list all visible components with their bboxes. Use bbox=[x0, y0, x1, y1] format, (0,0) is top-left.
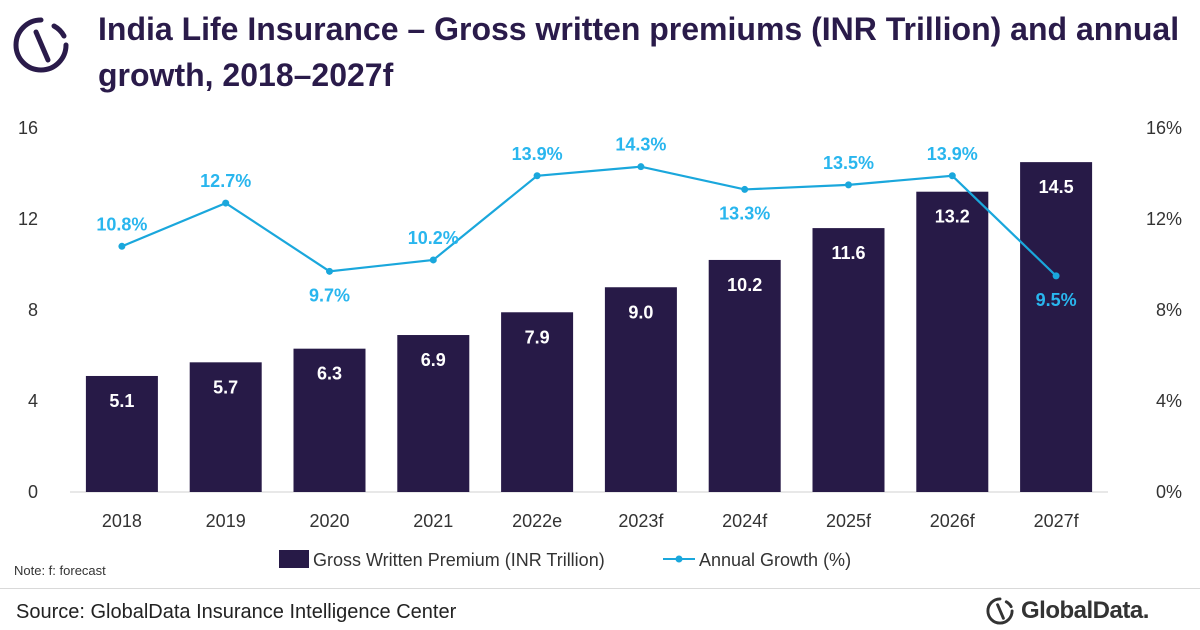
growth-point bbox=[533, 172, 541, 180]
bar-series: 5.1 5.7 6.3 6.9 7.9 9.0 10.2 11.6 13.2 14.5 bbox=[85, 162, 1093, 492]
globaldata-brand-icon bbox=[986, 597, 1014, 625]
bar bbox=[604, 287, 677, 492]
chart-title: India Life Insurance – Gross written pre… bbox=[98, 11, 1180, 93]
bar-value-label: 6.9 bbox=[421, 350, 446, 370]
x-tick-label: 2024f bbox=[722, 511, 768, 531]
growth-value-label: 9.5% bbox=[1036, 290, 1077, 310]
globaldata-logo-icon bbox=[13, 17, 69, 73]
bar-value-label: 5.7 bbox=[213, 377, 238, 397]
growth-point bbox=[326, 267, 333, 275]
x-tick-label: 2019 bbox=[206, 511, 246, 531]
x-tick-label: 2022e bbox=[512, 511, 562, 531]
bar bbox=[916, 191, 989, 492]
bar bbox=[812, 228, 885, 492]
bar-value-label: 13.2 bbox=[935, 207, 970, 227]
growth-value-label: 9.7% bbox=[309, 285, 350, 305]
bar-value-label: 6.3 bbox=[317, 364, 342, 384]
growth-value-label: 12.7% bbox=[200, 171, 251, 191]
footer-divider bbox=[0, 588, 1200, 589]
growth-point bbox=[222, 199, 230, 207]
y-left-tick-label: 0 bbox=[28, 482, 38, 502]
growth-point bbox=[1052, 272, 1060, 280]
x-tick-label: 2023f bbox=[618, 511, 664, 531]
growth-point bbox=[429, 256, 437, 264]
x-tick-label: 2027f bbox=[1034, 511, 1080, 531]
y-left-tick-label: 16 bbox=[18, 118, 38, 138]
x-tick-label: 2026f bbox=[930, 511, 976, 531]
bar bbox=[501, 312, 574, 492]
legend-line-marker bbox=[675, 555, 683, 563]
y-axis-right: 0% 4% 8% 12% 16% bbox=[1146, 118, 1182, 502]
growth-point bbox=[637, 163, 645, 171]
x-tick-label: 2025f bbox=[826, 511, 872, 531]
growth-value-label: 14.3% bbox=[615, 135, 666, 155]
y-right-tick-label: 8% bbox=[1156, 300, 1182, 320]
bar bbox=[708, 259, 781, 492]
brand-name: GlobalData. bbox=[1021, 597, 1149, 624]
bar-value-label: 9.0 bbox=[628, 302, 653, 322]
line-series: 10.8% 12.7% 9.7% 10.2% 13.9% 14.3% 13.3% 13.5% 1… bbox=[96, 135, 1076, 310]
growth-value-label: 13.5% bbox=[823, 153, 874, 173]
growth-value-label: 13.3% bbox=[719, 203, 770, 223]
growth-value-label: 13.9% bbox=[927, 144, 978, 164]
y-right-tick-label: 0% bbox=[1156, 482, 1182, 502]
legend: Gross Written Premium (INR Trillion) Annu… bbox=[279, 550, 851, 570]
y-axis-left: 0 4 8 12 16 bbox=[18, 118, 38, 502]
growth-point bbox=[118, 242, 126, 250]
bar bbox=[293, 348, 366, 492]
bar-value-label: 11.6 bbox=[831, 243, 865, 263]
growth-value-label: 10.2% bbox=[408, 228, 459, 248]
bar bbox=[1020, 162, 1093, 492]
legend-bar-label: Gross Written Premium (INR Trillion) bbox=[313, 550, 605, 570]
y-left-tick-label: 12 bbox=[18, 209, 38, 229]
y-left-tick-label: 4 bbox=[28, 391, 38, 411]
growth-value-label: 10.8% bbox=[96, 214, 147, 234]
legend-line-label: Annual Growth (%) bbox=[699, 550, 851, 570]
bar bbox=[85, 375, 158, 492]
growth-value-label: 13.9% bbox=[512, 144, 563, 164]
note: Note: f: forecast bbox=[14, 563, 106, 578]
x-tick-label: 2021 bbox=[413, 511, 453, 531]
growth-point bbox=[948, 172, 956, 180]
y-right-tick-label: 4% bbox=[1156, 391, 1182, 411]
brand: GlobalData. bbox=[985, 596, 1149, 626]
y-left-tick-label: 8 bbox=[28, 300, 38, 320]
growth-point bbox=[845, 181, 852, 189]
x-axis-labels: 2018 2019 2020 2021 2022e 2023f 2024f 2025f 2026… bbox=[102, 511, 1080, 531]
source-text: Source: GlobalData Insurance Intelligenc… bbox=[16, 601, 457, 623]
y-right-tick-label: 16% bbox=[1146, 118, 1182, 138]
legend-bar-swatch bbox=[279, 550, 309, 568]
bar bbox=[397, 335, 470, 492]
bar-value-label: 14.5 bbox=[1039, 177, 1074, 197]
growth-point bbox=[741, 185, 749, 193]
growth-line bbox=[121, 165, 1057, 277]
bar-value-label: 5.1 bbox=[109, 391, 134, 411]
bar bbox=[189, 362, 262, 492]
bar-value-label: 7.9 bbox=[525, 327, 550, 347]
x-tick-label: 2020 bbox=[309, 511, 349, 531]
y-right-tick-label: 12% bbox=[1146, 209, 1182, 229]
x-tick-label: 2018 bbox=[102, 511, 142, 531]
bar-value-label: 10.2 bbox=[727, 275, 762, 295]
